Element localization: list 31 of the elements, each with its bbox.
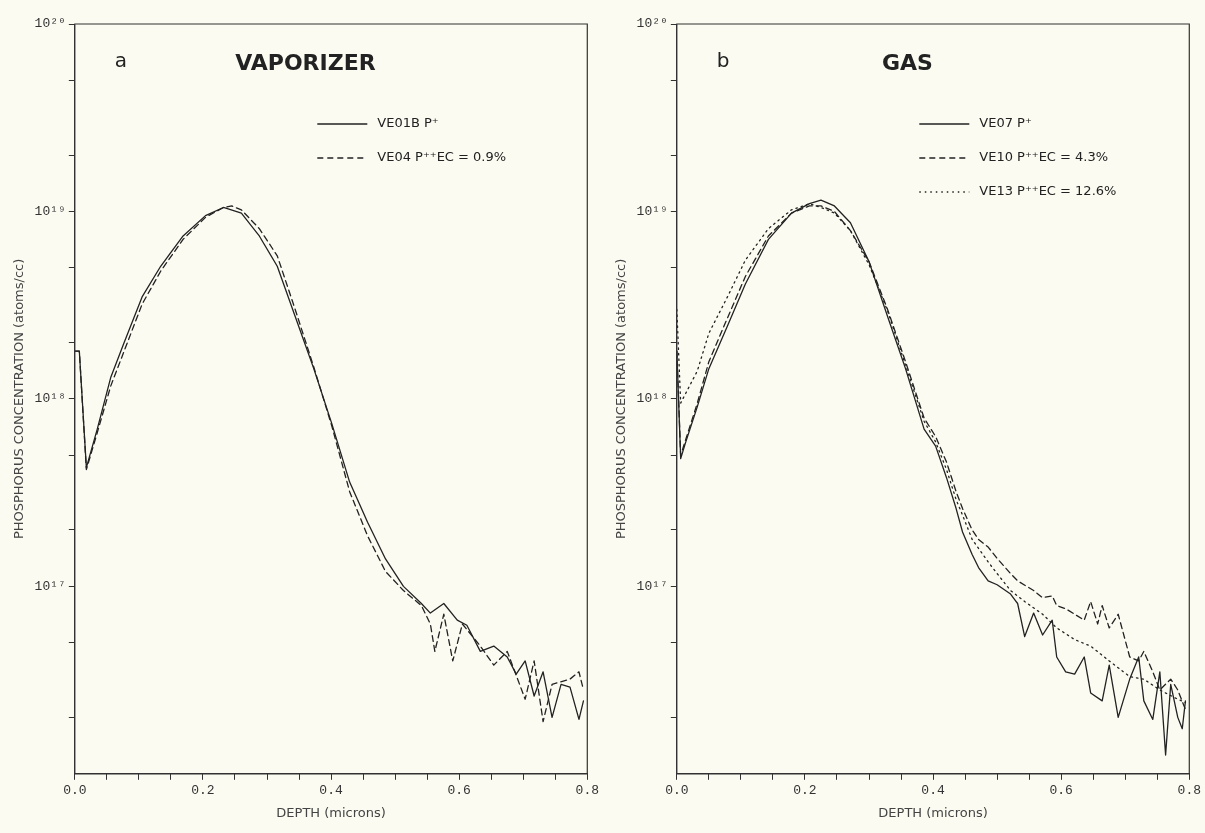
y-axis-title: PHOSPHORUS CONCENTRATION (atoms/cc) — [613, 258, 629, 540]
legend-label: VE01B P⁺ — [377, 115, 439, 131]
y-tick-label: 10¹⁷ — [636, 578, 668, 594]
legend-label: VE10 P⁺⁺EC = 4.3% — [979, 149, 1109, 165]
x-tick-label: 0.2 — [191, 783, 215, 799]
x-tick-label: 0.2 — [793, 783, 817, 799]
x-tick-label: 0.0 — [665, 783, 689, 799]
legend-label: VE04 P⁺⁺EC = 0.9% — [377, 149, 507, 165]
x-tick-label: 0.4 — [319, 783, 343, 799]
y-axis-title: PHOSPHORUS CONCENTRATION (atoms/cc) — [11, 258, 27, 540]
x-axis-title: DEPTH (microns) — [276, 804, 386, 820]
x-tick-label: 0.6 — [1049, 783, 1073, 799]
text: VAPORIZER — [235, 49, 376, 75]
legend-label: VE13 P⁺⁺EC = 12.6% — [979, 183, 1117, 199]
text: GAS — [881, 49, 933, 75]
y-tick-label: 10¹⁹ — [636, 203, 668, 219]
x-axis-title: DEPTH (microns) — [878, 804, 988, 820]
x-tick-label: 0.4 — [921, 783, 945, 799]
x-tick-label: 0.8 — [1177, 783, 1201, 799]
y-tick-label: 10¹⁷ — [34, 578, 66, 594]
y-tick-label: 10²⁰ — [636, 16, 668, 32]
y-tick-label: 10¹⁸ — [34, 391, 66, 407]
legend-label: VE07 P⁺ — [979, 115, 1032, 131]
x-tick-label: 0.0 — [63, 783, 87, 799]
annotation: a — [114, 48, 128, 73]
annotation: b — [716, 48, 730, 73]
x-tick-label: 0.6 — [447, 783, 471, 799]
y-tick-label: 10²⁰ — [34, 16, 66, 32]
x-tick-label: 0.8 — [575, 783, 599, 799]
y-tick-label: 10¹⁹ — [34, 203, 66, 219]
y-tick-label: 10¹⁸ — [636, 391, 668, 407]
